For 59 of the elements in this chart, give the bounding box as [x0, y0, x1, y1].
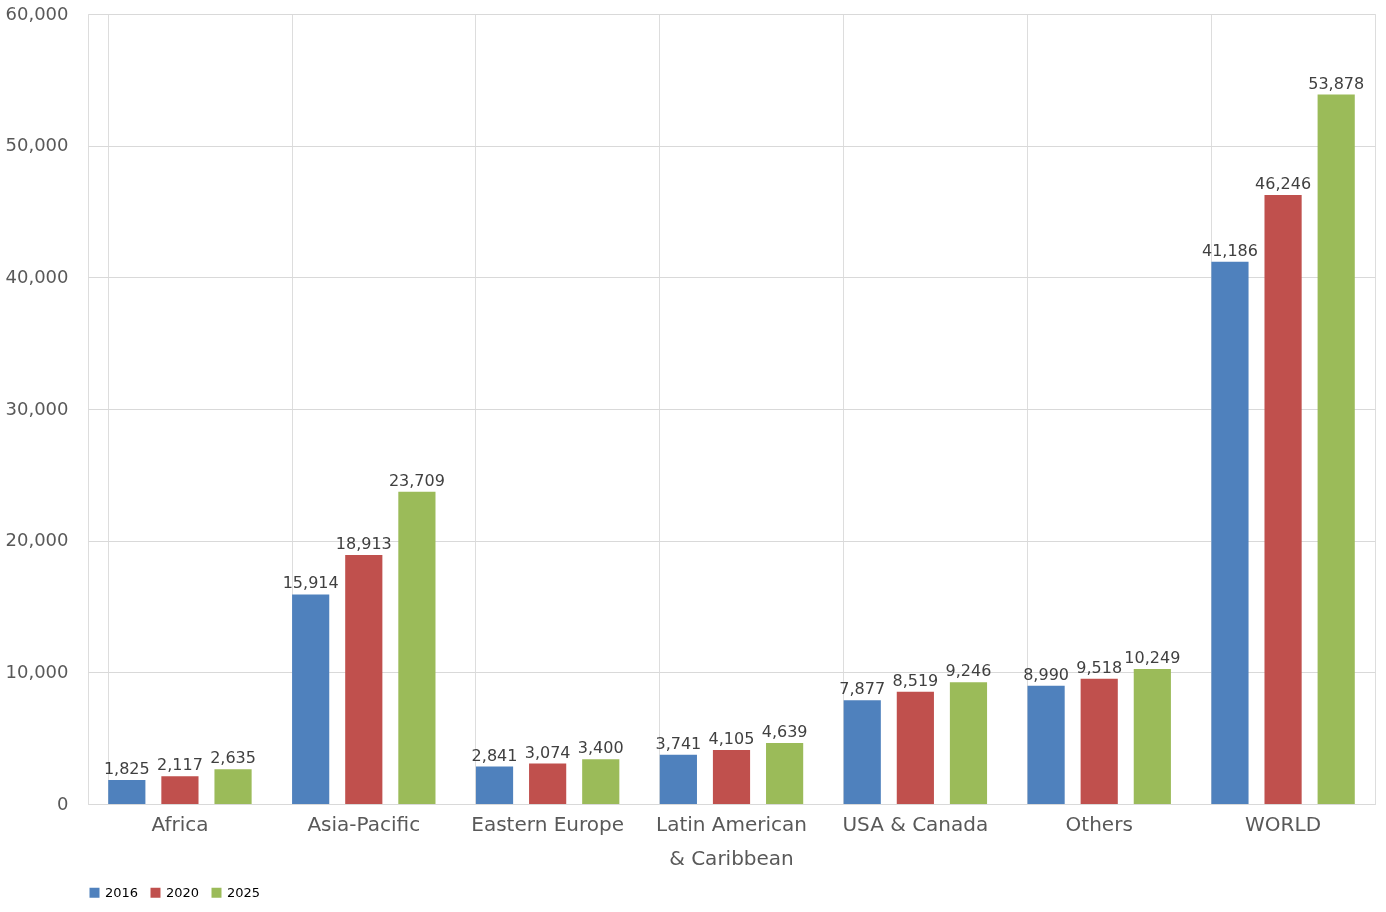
bar: [529, 763, 567, 804]
y-tick-label: 10,000: [5, 660, 69, 682]
data-label: 18,913: [335, 533, 392, 553]
data-label: 3,741: [655, 733, 702, 753]
data-label: 23,709: [388, 470, 445, 490]
bar: [1317, 94, 1355, 804]
data-label: 4,105: [708, 728, 755, 748]
bar: [345, 554, 383, 804]
y-tick-label: 30,000: [5, 397, 69, 419]
y-tick-label: 50,000: [5, 134, 69, 156]
data-label: 2,635: [210, 748, 256, 768]
data-label: 7,877: [839, 679, 886, 699]
bar: [1133, 669, 1171, 804]
x-tick-label: Latin American & Caribbean: [655, 811, 808, 870]
bar: [108, 779, 146, 804]
data-label: 4,639: [761, 721, 808, 741]
data-label: 2,841: [471, 745, 518, 765]
bar: [214, 769, 252, 804]
y-tick-label: 0: [57, 792, 69, 814]
x-tick-label: USA & Canada: [842, 811, 989, 836]
data-label: 1,825: [103, 758, 150, 778]
data-label: 9,246: [945, 661, 992, 681]
bar: [843, 700, 881, 804]
data-label: 8,519: [892, 670, 939, 690]
bar: [475, 766, 514, 804]
x-tick-label: WORLD: [1245, 811, 1322, 836]
bar: [949, 682, 988, 804]
bar: [1080, 678, 1118, 804]
y-tick-label: 40,000: [5, 265, 69, 287]
y-tick-label: 60,000: [5, 2, 69, 24]
data-label: 53,878: [1308, 73, 1365, 93]
y-tick-label: 20,000: [5, 529, 69, 551]
data-label: 15,914: [282, 573, 339, 593]
legend-label: 2016: [105, 884, 139, 900]
data-label: 9,518: [1076, 657, 1123, 677]
bar: [766, 742, 804, 804]
x-tick-label: Eastern Europe: [471, 811, 624, 836]
x-tick-label: Asia-Pacific: [307, 811, 421, 836]
data-label: 10,249: [1124, 648, 1181, 668]
bar: [1264, 195, 1302, 804]
data-label: 46,246: [1255, 174, 1312, 194]
data-label: 41,186: [1201, 240, 1258, 260]
bar: [292, 594, 330, 804]
data-label: 8,990: [1023, 664, 1070, 684]
bar: [582, 759, 620, 804]
data-label: 3,400: [577, 738, 624, 758]
bar: [1211, 261, 1249, 804]
legend-label: 2025: [227, 884, 261, 900]
data-label: 3,074: [524, 742, 571, 762]
data-label: 2,117: [157, 755, 203, 775]
legend-label: 2020: [166, 884, 200, 900]
bar: [712, 749, 751, 804]
bar: [659, 754, 697, 804]
x-tick-label: Africa: [151, 811, 209, 836]
x-tick-label: Others: [1065, 811, 1133, 836]
bar: [161, 776, 199, 804]
bar: [1027, 685, 1065, 804]
bar: [896, 691, 934, 804]
bar: [398, 491, 436, 804]
